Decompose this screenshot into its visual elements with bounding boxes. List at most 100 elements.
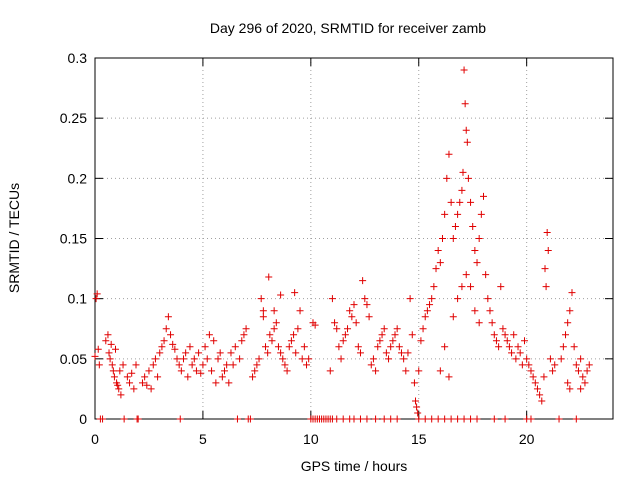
data-point: [195, 349, 203, 357]
data-point: [102, 337, 110, 345]
data-point: [432, 265, 440, 273]
data-point: [414, 409, 422, 417]
data-point: [205, 331, 213, 339]
data-point: [339, 415, 347, 423]
data-point: [134, 415, 142, 423]
data-point: [214, 355, 222, 363]
data-point: [568, 289, 576, 297]
data-point: [305, 355, 313, 363]
data-point: [441, 415, 449, 423]
data-point: [210, 337, 218, 345]
data-point: [501, 415, 509, 423]
y-tick-label: 0.05: [60, 351, 87, 367]
data-point: [184, 373, 192, 381]
data-point: [393, 415, 401, 423]
data-point: [543, 228, 551, 236]
data-point: [363, 301, 371, 309]
data-point: [372, 367, 380, 375]
data-point: [521, 337, 529, 345]
data-point: [272, 319, 280, 327]
data-point: [541, 265, 549, 273]
data-point: [540, 373, 548, 381]
y-tick-label: 0: [79, 411, 87, 427]
data-point: [460, 66, 468, 74]
data-point: [387, 415, 395, 423]
data-point: [549, 367, 557, 375]
data-point: [208, 367, 216, 375]
data-point: [581, 379, 589, 387]
x-axis-label: GPS time / hours: [301, 458, 408, 474]
data-point: [497, 283, 505, 291]
data-point: [225, 379, 233, 387]
data-point: [585, 361, 593, 369]
data-point: [462, 271, 470, 279]
data-point: [445, 373, 453, 381]
data-point: [348, 313, 356, 321]
data-point: [536, 391, 544, 399]
data-point: [287, 337, 295, 345]
data-point: [158, 343, 166, 351]
data-point: [279, 355, 287, 363]
data-point: [156, 349, 164, 357]
x-axis: 0 5 10 15 20: [91, 58, 535, 447]
data-point: [415, 367, 423, 375]
data-point: [266, 331, 274, 339]
data-point: [380, 325, 388, 333]
y-tick-label: 0.3: [68, 50, 88, 66]
data-point: [147, 385, 155, 393]
data-point: [359, 277, 367, 285]
data-point: [361, 295, 369, 303]
x-tick-label: 20: [519, 431, 535, 447]
data-point: [105, 349, 113, 357]
data-point: [151, 355, 159, 363]
data-point: [270, 307, 278, 315]
data-point: [514, 343, 522, 351]
y-axis-label: SRMTID / TECUs: [6, 183, 22, 293]
data-point: [175, 361, 183, 369]
data-point: [516, 349, 524, 357]
data-point: [400, 355, 408, 363]
data-point: [268, 337, 276, 345]
data-point: [447, 415, 455, 423]
data-point: [441, 210, 449, 218]
data-point: [529, 373, 537, 381]
data-point: [182, 349, 190, 357]
data-point: [471, 307, 479, 315]
data-point: [467, 415, 475, 423]
data-point: [469, 222, 477, 230]
data-point: [277, 349, 285, 357]
data-point: [264, 349, 272, 357]
data-point: [346, 307, 354, 315]
data-point: [503, 337, 511, 345]
data-point: [463, 138, 471, 146]
data-point: [188, 361, 196, 369]
data-point: [350, 301, 358, 309]
data-point: [391, 331, 399, 339]
data-point: [283, 367, 291, 375]
data-point: [192, 367, 200, 375]
data-point: [300, 343, 308, 351]
data-point: [475, 319, 483, 327]
data-point: [544, 247, 552, 255]
data-point: [179, 355, 187, 363]
data-point: [333, 415, 341, 423]
data-point: [456, 198, 464, 206]
data-point: [389, 337, 397, 345]
data-point: [566, 307, 574, 315]
data-point: [577, 355, 585, 363]
data-point: [423, 307, 431, 315]
data-point: [233, 415, 241, 423]
data-point: [374, 343, 382, 351]
data-point: [171, 345, 179, 353]
data-point: [92, 295, 100, 303]
data-point: [246, 415, 254, 423]
data-point: [436, 367, 444, 375]
data-point: [495, 343, 503, 351]
data-point: [461, 100, 469, 108]
data-point: [436, 259, 444, 267]
data-point: [104, 331, 112, 339]
data-point: [376, 337, 384, 345]
data-point: [218, 373, 226, 381]
data-point: [160, 337, 168, 345]
